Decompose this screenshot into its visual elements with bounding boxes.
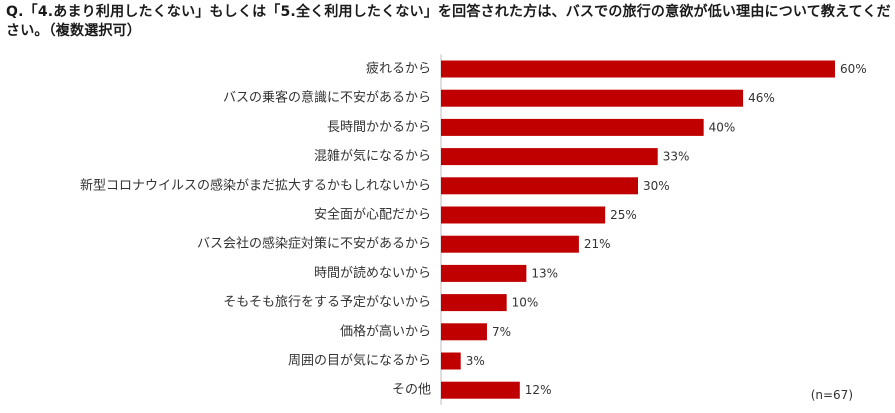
bar [441, 206, 606, 224]
value-label: 7% [492, 325, 511, 339]
category-label: 長時間かかるから [327, 120, 431, 135]
bar [441, 118, 704, 136]
category-label: 安全面が心配だから [314, 207, 431, 223]
bar [441, 235, 579, 253]
bar [441, 89, 744, 107]
category-label: バスの乗客の意識に不安があるから [223, 90, 431, 106]
bar [441, 148, 658, 166]
value-label: 30% [643, 179, 670, 193]
value-label: 25% [610, 208, 637, 222]
bar [441, 323, 487, 341]
bars: 疲れるから 60% バスの乗客の意識に不安があるから 46% 長時間かかるから 40% 混雑… [80, 60, 867, 399]
value-label: 21% [584, 237, 611, 251]
value-label: 13% [531, 266, 558, 280]
bar [441, 381, 520, 399]
value-label: 3% [466, 354, 485, 368]
category-label: そもそも旅行をする予定がないから [223, 295, 431, 310]
value-label: 60% [840, 62, 867, 76]
category-label: バス会社の感染症対策に不安があるから [197, 236, 431, 252]
category-label: その他 [392, 383, 431, 398]
value-label: 33% [663, 150, 690, 164]
sample-size-note: (n=67) [810, 388, 853, 402]
question-title: Q.「4.あまり利用したくない」もしくは「5.全く利用したくない」を回答された方… [6, 4, 891, 39]
category-label: 周囲の目が気になるから [288, 353, 431, 369]
bar [441, 177, 638, 195]
category-label: 新型コロナウイルスの感染がまだ拡大するかもしれないから [80, 177, 431, 193]
category-label: 時間が読めないから [314, 265, 431, 281]
bar [441, 60, 835, 78]
category-label: 価格が高いから [340, 323, 431, 339]
value-label: 40% [709, 120, 736, 134]
bar [441, 352, 461, 370]
value-label: 12% [525, 383, 552, 397]
category-label: 疲れるから [366, 61, 431, 77]
category-label: 混雑が気になるから [314, 148, 431, 164]
value-label: 10% [512, 296, 539, 310]
bar [441, 264, 527, 282]
value-label: 46% [748, 91, 775, 105]
bar [441, 294, 507, 312]
